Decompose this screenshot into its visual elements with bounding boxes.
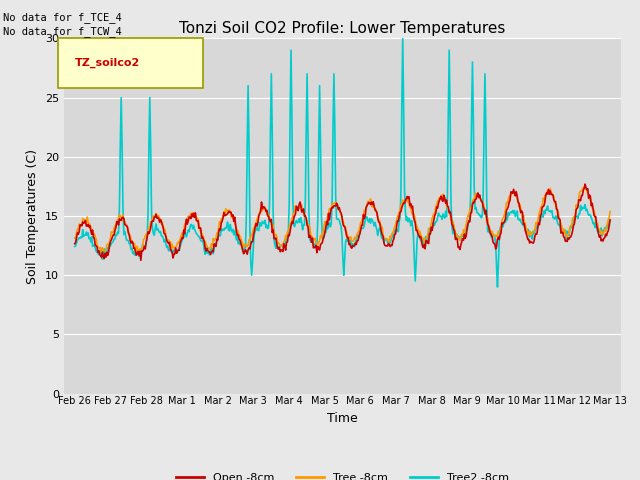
- Title: Tonzi Soil CO2 Profile: Lower Temperatures: Tonzi Soil CO2 Profile: Lower Temperatur…: [179, 21, 506, 36]
- Legend: Open -8cm, Tree -8cm, Tree2 -8cm: Open -8cm, Tree -8cm, Tree2 -8cm: [172, 468, 513, 480]
- X-axis label: Time: Time: [327, 412, 358, 425]
- FancyBboxPatch shape: [58, 38, 204, 88]
- Text: No data for f_TCE_4
No data for f_TCW_4: No data for f_TCE_4 No data for f_TCW_4: [3, 12, 122, 37]
- Text: TZ_soilco2: TZ_soilco2: [75, 58, 140, 68]
- Y-axis label: Soil Temperatures (C): Soil Temperatures (C): [26, 148, 40, 284]
